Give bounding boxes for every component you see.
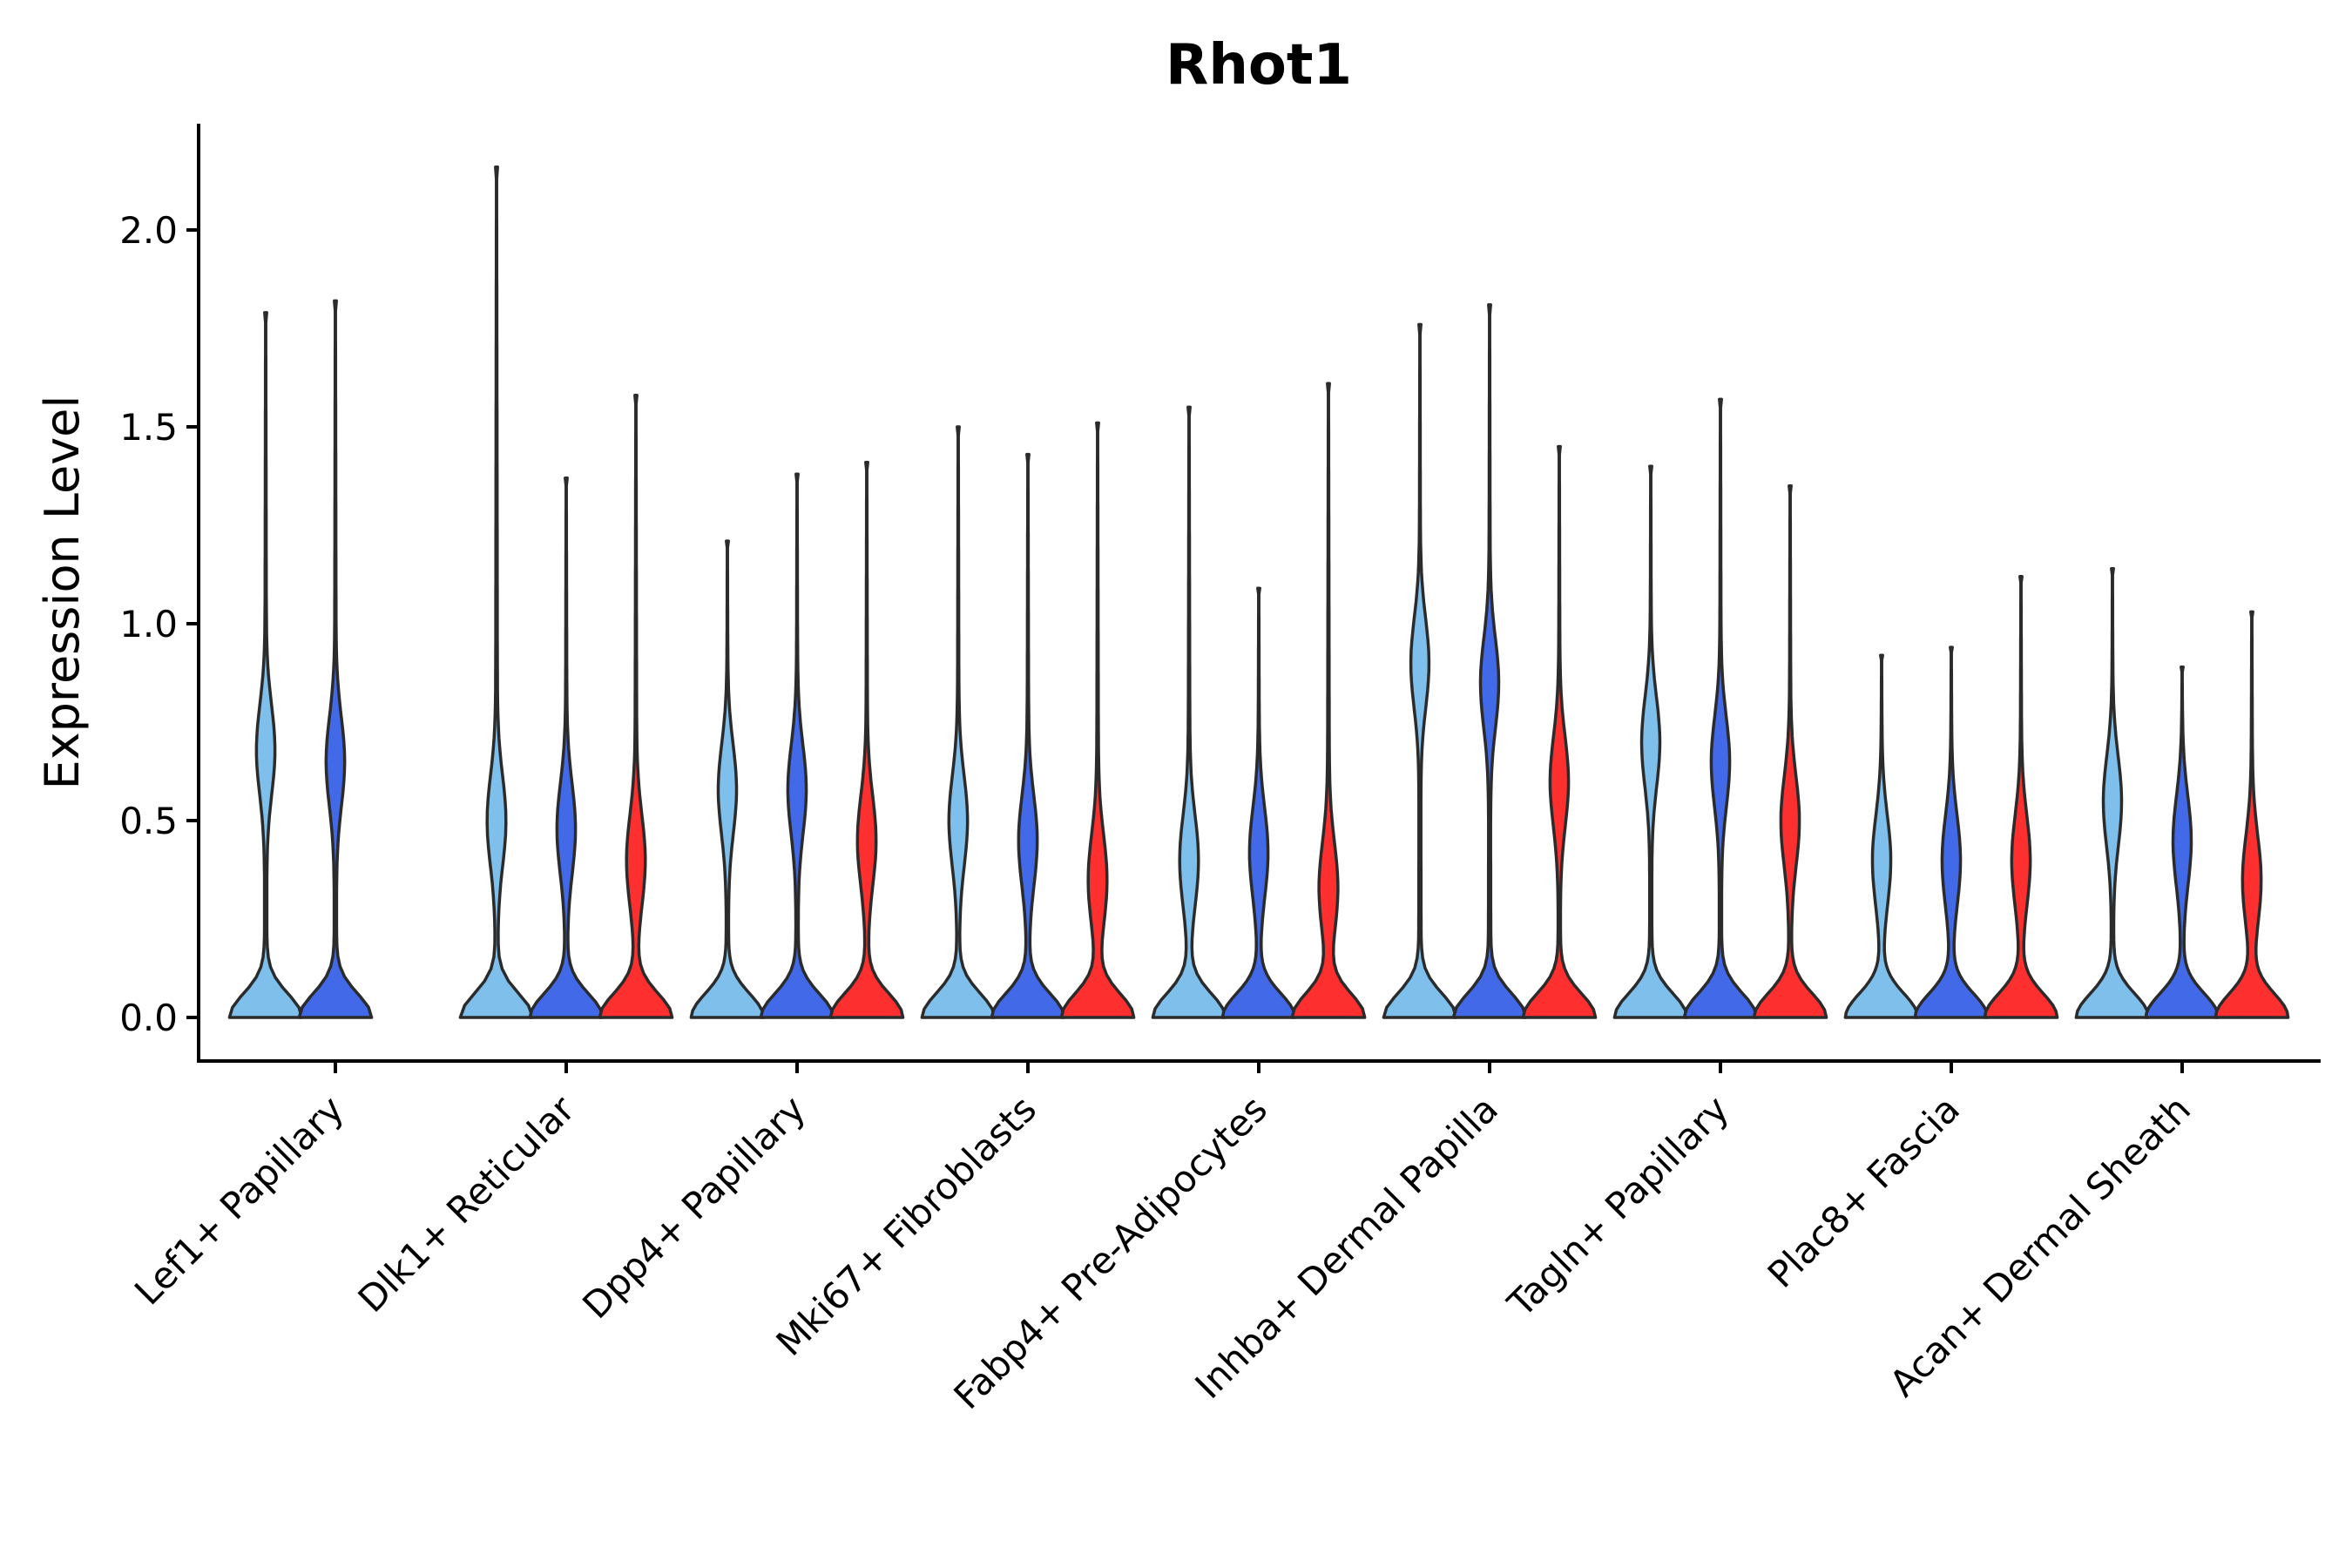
violin-3-1 [689, 539, 766, 1019]
violin-1-1 [227, 311, 304, 1019]
violin-8-1 [1843, 653, 1920, 1019]
x-tick-label: Tagln+ Papillary [1499, 1087, 1737, 1325]
violin-1-2 [297, 299, 374, 1019]
x-tick-label: Mki67+ Fibroblasts [768, 1087, 1044, 1363]
violin-4-1 [920, 425, 997, 1019]
violin-6-2 [1451, 303, 1528, 1019]
x-tick-label: Dlk1+ Reticular [350, 1087, 584, 1321]
y-tick-label: 1.5 [119, 406, 178, 449]
violin-8-2 [1913, 645, 1990, 1019]
violin-8-3 [1983, 575, 2059, 1019]
violin-7-2 [1682, 397, 1759, 1019]
violin-7-3 [1752, 484, 1828, 1019]
x-tick-label: Dpp4+ Papillary [574, 1087, 814, 1327]
violin-2-2 [528, 476, 605, 1019]
violin-9-1 [2074, 566, 2151, 1019]
x-tick-label: Plac8+ Fascia [1760, 1087, 1968, 1295]
y-ticks: 0.0 0.5 1.0 1.5 2.0 [119, 209, 199, 1039]
violin-6-3 [1521, 444, 1598, 1019]
violin-5-3 [1290, 382, 1367, 1019]
violin-layer [227, 165, 2290, 1019]
violin-4-3 [1059, 421, 1136, 1019]
violin-2-3 [598, 394, 674, 1019]
violin-9-2 [2144, 665, 2220, 1019]
violin-9-3 [2213, 610, 2290, 1019]
violin-6-1 [1382, 322, 1458, 1019]
violin-4-2 [990, 452, 1066, 1019]
violin-3-2 [759, 472, 835, 1019]
y-tick-label: 1.0 [119, 603, 178, 645]
violin-5-1 [1151, 405, 1227, 1019]
y-axis-label: Expression Level [35, 395, 90, 790]
violin-2-1 [458, 165, 535, 1019]
y-tick-label: 2.0 [119, 209, 178, 252]
violin-7-1 [1612, 464, 1689, 1019]
x-tick-label: Lef1+ Papillary [126, 1087, 352, 1313]
chart-title: Rhot1 [1166, 33, 1352, 98]
violin-5-2 [1220, 586, 1297, 1019]
violin-3-3 [828, 460, 905, 1019]
y-tick-label: 0.0 [119, 997, 178, 1039]
y-tick-label: 0.5 [119, 800, 178, 842]
